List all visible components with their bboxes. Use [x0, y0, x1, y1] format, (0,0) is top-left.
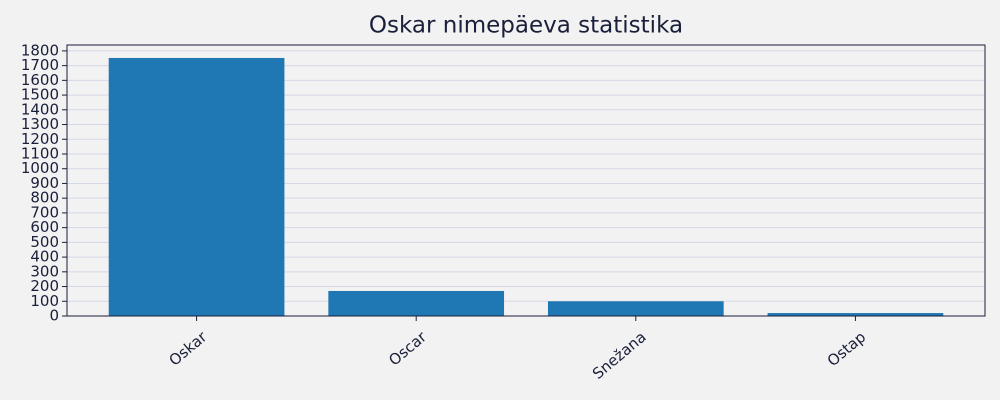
chart-title: Oskar nimepäeva statistika — [369, 13, 683, 39]
y-tick-label: 500 — [30, 233, 59, 251]
y-tick-label: 200 — [30, 277, 59, 295]
y-tick-label: 300 — [30, 262, 59, 280]
y-tick-label: 1500 — [21, 86, 59, 104]
bar — [108, 57, 285, 316]
bar — [767, 313, 944, 316]
y-tick-label: 1000 — [21, 159, 59, 177]
y-tick-label: 600 — [30, 218, 59, 236]
y-tick-label: 1200 — [21, 130, 59, 148]
y-tick-label: 0 — [49, 307, 59, 325]
plot-frame — [66, 44, 986, 317]
y-tick-label: 1800 — [21, 41, 59, 59]
y-tick-label: 1600 — [21, 71, 59, 89]
y-tick-label: 1300 — [21, 115, 59, 133]
y-tick-label: 400 — [30, 248, 59, 266]
bar — [328, 290, 505, 316]
y-tick-label: 800 — [30, 189, 59, 207]
y-tick-label: 1700 — [21, 56, 59, 74]
y-tick-label: 100 — [30, 292, 59, 310]
y-tick-label: 1400 — [21, 100, 59, 118]
bar — [547, 301, 724, 316]
y-tick-label: 1100 — [21, 144, 59, 162]
y-tick-label: 900 — [30, 174, 59, 192]
y-tick-label: 700 — [30, 203, 59, 221]
